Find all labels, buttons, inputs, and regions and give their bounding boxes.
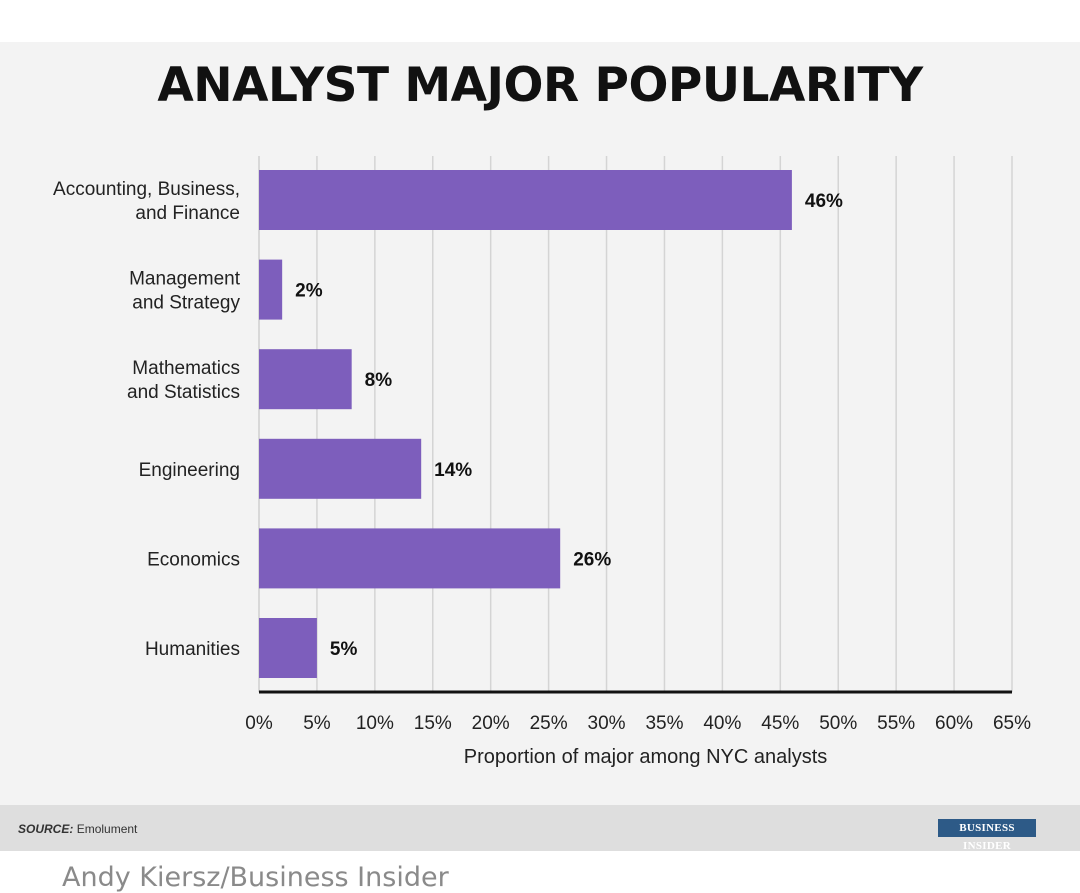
x-tick-label-30: 30% xyxy=(588,713,626,734)
x-tick-label-60: 60% xyxy=(935,713,973,734)
x-tick-label-35: 35% xyxy=(645,713,683,734)
bar-3 xyxy=(259,438,422,499)
category-label-1: Management and Strategy xyxy=(129,269,241,314)
source-note: SOURCE: Emolument xyxy=(18,822,137,836)
value-label-4: 26% xyxy=(573,549,611,570)
category-label-4: Economics xyxy=(147,549,240,570)
chart-title: ANALYST MAJOR POPULARITY xyxy=(157,58,923,113)
value-label-1: 2% xyxy=(295,281,323,302)
bar-2 xyxy=(259,349,352,410)
bar-4 xyxy=(259,528,561,589)
business-insider-logo: BUSINESS INSIDER xyxy=(938,819,1036,852)
bar-1 xyxy=(259,259,283,320)
x-tick-label-40: 40% xyxy=(703,713,741,734)
x-tick-label-45: 45% xyxy=(761,713,799,734)
bar-5 xyxy=(259,618,317,678)
x-tick-label-10: 10% xyxy=(356,713,394,734)
chart-panel xyxy=(0,42,1080,805)
x-axis-title: Proportion of major among NYC analysts xyxy=(464,746,828,768)
x-tick-label-20: 20% xyxy=(472,713,510,734)
source-bar xyxy=(0,805,1080,851)
category-label-3: Engineering xyxy=(139,460,240,481)
value-label-5: 5% xyxy=(330,639,358,660)
x-tick-label-25: 25% xyxy=(530,713,568,734)
photo-credit: Andy Kiersz/Business Insider xyxy=(62,862,449,893)
value-label-3: 14% xyxy=(434,460,472,481)
value-label-0: 46% xyxy=(805,191,843,212)
x-tick-label-50: 50% xyxy=(819,713,857,734)
value-label-2: 8% xyxy=(365,370,393,391)
x-tick-label-5: 5% xyxy=(303,713,331,734)
x-tick-label-0: 0% xyxy=(245,713,273,734)
source-value: Emolument xyxy=(76,822,138,836)
category-label-0: Accounting, Business, and Finance xyxy=(53,179,240,224)
category-label-5: Humanities xyxy=(145,639,240,660)
x-tick-label-15: 15% xyxy=(414,713,452,734)
bar-0 xyxy=(259,170,792,230)
x-tick-label-55: 55% xyxy=(877,713,915,734)
category-label-2: Mathematics and Statistics xyxy=(127,358,240,403)
x-tick-label-65: 65% xyxy=(993,713,1031,734)
source-label: SOURCE: xyxy=(18,822,74,836)
